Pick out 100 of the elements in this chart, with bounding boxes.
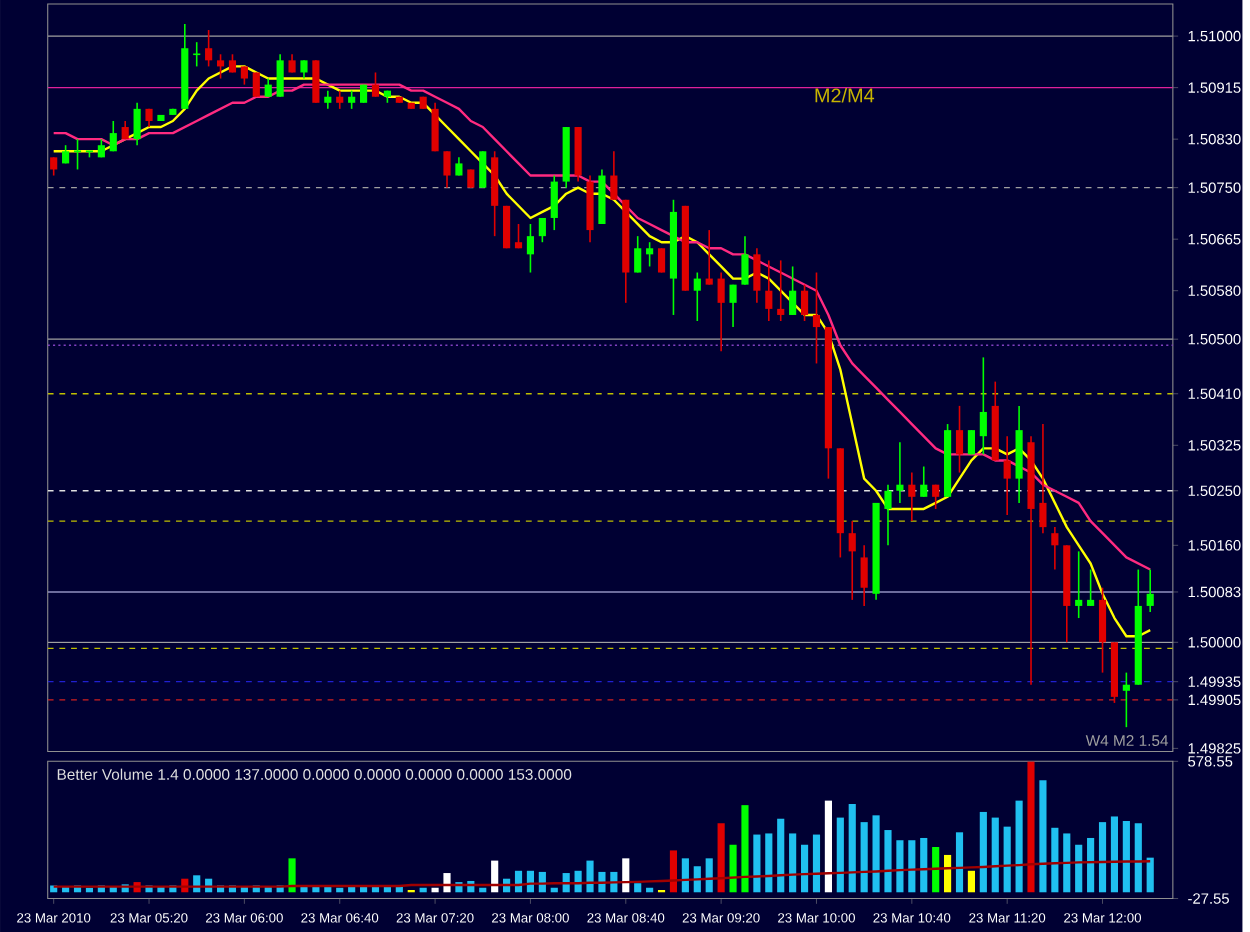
candlestick	[884, 483, 892, 546]
bar	[753, 834, 761, 893]
bar	[944, 854, 952, 893]
candlestick	[133, 101, 141, 146]
bar	[681, 858, 689, 893]
bar	[1098, 821, 1107, 893]
candlestick	[896, 441, 904, 504]
candlestick	[264, 77, 272, 98]
candlestick	[1098, 586, 1107, 674]
bar	[1039, 780, 1047, 893]
bar	[991, 817, 999, 893]
candlestick	[789, 265, 797, 316]
candlestick	[324, 89, 332, 110]
candlestick	[192, 41, 202, 68]
candlestick	[705, 229, 713, 286]
bar	[812, 834, 821, 893]
candlestick	[455, 156, 463, 177]
candlestick	[979, 356, 987, 456]
bar	[884, 829, 892, 893]
candlestick	[73, 138, 82, 171]
candlestick	[205, 29, 213, 68]
candlestick	[1146, 568, 1154, 613]
candlestick	[252, 71, 260, 98]
candlestick	[312, 59, 320, 104]
candlestick	[955, 404, 964, 474]
bar	[1110, 816, 1119, 893]
candlestick	[1075, 550, 1083, 619]
candlestick	[848, 520, 856, 601]
candlestick	[300, 59, 308, 80]
bar	[860, 821, 868, 893]
bar	[1051, 827, 1059, 893]
bar	[896, 840, 904, 893]
candlestick	[371, 71, 380, 98]
candlestick	[336, 89, 344, 110]
bar	[872, 815, 880, 893]
bar	[777, 818, 785, 893]
candlestick	[765, 259, 773, 322]
bar	[1122, 820, 1130, 893]
candlestick	[550, 174, 558, 231]
candlestick	[109, 120, 117, 152]
candlestick	[717, 271, 725, 352]
bar	[908, 840, 916, 893]
bar	[1146, 857, 1154, 893]
bar	[955, 832, 964, 893]
candlestick	[538, 217, 546, 243]
candlestick	[443, 150, 451, 189]
bar	[765, 833, 773, 893]
candlestick	[1039, 423, 1047, 534]
candlestick	[1087, 568, 1095, 607]
candlestick	[216, 53, 225, 80]
bar	[622, 858, 630, 893]
bar	[1075, 844, 1083, 893]
candlestick	[932, 483, 940, 510]
bar	[717, 823, 725, 893]
bar	[836, 817, 844, 893]
bar	[789, 833, 797, 893]
candlestick	[729, 283, 737, 328]
bar	[705, 858, 713, 893]
candlestick	[777, 259, 785, 322]
bar	[443, 872, 451, 893]
bar	[824, 800, 832, 893]
bar	[741, 804, 749, 893]
candlestick	[1122, 671, 1130, 728]
candlestick	[479, 150, 487, 189]
candlestick	[526, 223, 535, 274]
candlestick	[646, 241, 654, 268]
annotation: M2/M4	[815, 87, 875, 103]
bar	[288, 858, 296, 893]
bar	[800, 844, 809, 893]
bar	[634, 883, 642, 893]
candlestick	[514, 223, 523, 249]
bar	[1027, 761, 1035, 893]
bar	[1087, 837, 1095, 893]
candlestick	[50, 156, 58, 177]
bar	[1134, 823, 1142, 893]
candlestick	[276, 53, 284, 98]
candlestick	[431, 101, 439, 152]
bar	[848, 803, 856, 893]
bar	[920, 837, 928, 893]
candlestick	[634, 235, 642, 274]
bar	[1003, 826, 1011, 893]
bar	[979, 811, 987, 893]
bar	[586, 860, 594, 893]
candlestick	[1051, 526, 1059, 571]
bar	[729, 844, 737, 893]
bar	[967, 870, 975, 893]
candlestick	[467, 168, 475, 189]
bar	[669, 850, 678, 893]
bar	[932, 846, 940, 893]
candlestick	[860, 544, 868, 607]
candlestick	[693, 271, 701, 322]
bar	[1015, 800, 1023, 893]
candlestick	[610, 150, 618, 201]
candlestick	[812, 271, 821, 365]
candlestick	[741, 235, 749, 286]
candlestick	[800, 283, 809, 322]
candlestick	[657, 247, 666, 274]
candlestick	[348, 89, 356, 110]
candlestick	[920, 465, 928, 498]
candlestick	[1003, 435, 1011, 516]
